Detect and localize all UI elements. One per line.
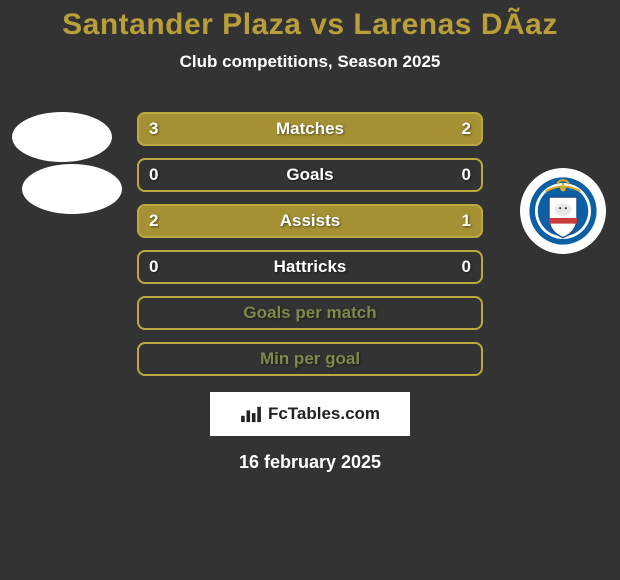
stat-row-hattricks: 0 Hattricks 0	[137, 250, 483, 284]
stat-value-left: 2	[149, 211, 158, 231]
fctables-logo: FcTables.com	[210, 392, 410, 436]
stat-row-assists: 2 Assists 1	[137, 204, 483, 238]
stat-value-right: 0	[462, 257, 471, 277]
stat-label: Assists	[280, 211, 340, 231]
page-title: Santander Plaza vs Larenas DÃ­az	[0, 0, 620, 42]
subtitle: Club competitions, Season 2025	[0, 52, 620, 72]
stat-value-left: 0	[149, 165, 158, 185]
stat-value-right: 2	[462, 119, 471, 139]
player-badge-left-1	[12, 112, 112, 162]
crest-icon	[528, 176, 598, 246]
club-crest-right	[520, 168, 606, 254]
stat-label: Goals per match	[243, 303, 376, 323]
stat-value-right: 0	[462, 165, 471, 185]
stat-label: Matches	[276, 119, 344, 139]
logo-text: FcTables.com	[268, 404, 380, 424]
stat-row-matches: 3 Matches 2	[137, 112, 483, 146]
player-badge-left-2	[22, 164, 122, 214]
stat-row-mpg: Min per goal	[137, 342, 483, 376]
stat-bars: 3 Matches 2 0 Goals 0 2 Assists 1 0 Hatt…	[137, 112, 483, 376]
comparison-panel: 3 Matches 2 0 Goals 0 2 Assists 1 0 Hatt…	[0, 112, 620, 473]
stat-label: Min per goal	[260, 349, 360, 369]
stat-label: Hattricks	[274, 257, 347, 277]
stat-value-right: 1	[462, 211, 471, 231]
stat-value-left: 0	[149, 257, 158, 277]
stat-value-left: 3	[149, 119, 158, 139]
snapshot-date: 16 february 2025	[0, 452, 620, 473]
stat-row-gpm: Goals per match	[137, 296, 483, 330]
stat-row-goals: 0 Goals 0	[137, 158, 483, 192]
bars-icon	[240, 405, 262, 423]
stat-label: Goals	[286, 165, 333, 185]
